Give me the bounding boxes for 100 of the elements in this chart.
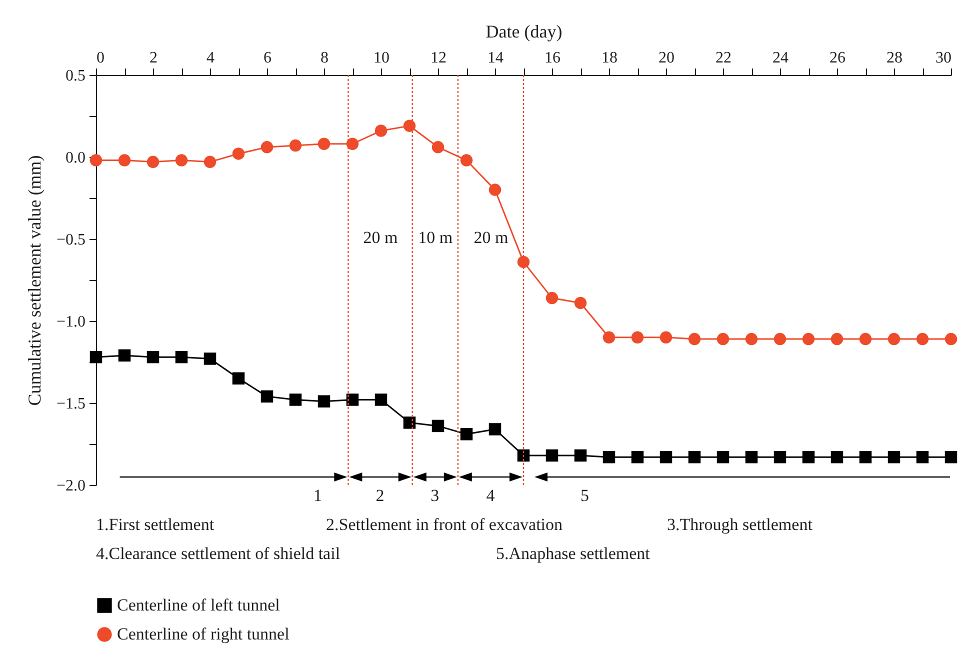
point	[260, 390, 274, 403]
point	[802, 450, 815, 464]
point	[146, 156, 160, 168]
y-tick-label: −2.0	[56, 478, 86, 494]
point	[574, 449, 587, 462]
point	[774, 450, 786, 464]
y-tick-label: 0.0	[66, 150, 86, 166]
x-tick-label: 8	[320, 50, 328, 66]
y-tick-label: 0.5	[66, 68, 86, 84]
point	[830, 332, 844, 346]
point	[774, 332, 786, 346]
annotation: 20 m	[363, 228, 398, 247]
point	[688, 332, 701, 346]
point	[602, 450, 616, 464]
point	[289, 394, 302, 406]
point	[944, 450, 958, 464]
point	[488, 423, 502, 436]
text: 2.Settlement in front of excavation	[326, 515, 563, 534]
text: 2	[376, 486, 384, 505]
x-tick-label: 18	[602, 50, 618, 66]
point	[289, 139, 302, 152]
point	[175, 154, 188, 166]
text: 1.First settlement	[96, 515, 214, 534]
point	[403, 120, 416, 132]
point	[118, 154, 131, 166]
x-tick-label: 2	[150, 50, 158, 66]
point	[90, 350, 102, 364]
legend-label: Centerline of left tunnel	[117, 596, 280, 614]
point	[716, 450, 730, 464]
x-tick-label: 10	[374, 50, 390, 66]
annotation: 10 m	[418, 228, 453, 247]
point	[517, 256, 530, 268]
x-tick-label: 22	[716, 50, 732, 66]
point	[688, 450, 701, 464]
point	[631, 450, 644, 464]
text: 4.Clearance settlement of shield tail	[96, 544, 340, 563]
x-tick-label: 16	[544, 50, 560, 66]
point	[888, 450, 900, 464]
x-tick-label: 14	[488, 50, 504, 66]
point	[260, 141, 274, 154]
x-tick-label: 24	[772, 50, 788, 66]
point	[403, 416, 416, 429]
point	[204, 352, 216, 365]
point	[346, 394, 359, 406]
point	[460, 154, 473, 166]
point	[90, 154, 102, 166]
point	[232, 148, 245, 160]
point	[944, 332, 958, 346]
x-tick-label: 20	[658, 50, 674, 66]
y-axis-title: Cumulative settlement value (mm)	[24, 155, 44, 406]
point	[916, 332, 929, 346]
point	[546, 292, 558, 304]
x-tick-label: 30	[936, 50, 952, 66]
y-tick-label: −0.5	[56, 232, 86, 248]
point	[916, 450, 929, 464]
text: 4	[486, 486, 495, 505]
point	[802, 332, 815, 346]
point	[118, 349, 131, 362]
point	[602, 331, 616, 344]
point	[745, 332, 758, 346]
text: 5	[580, 486, 589, 505]
point	[432, 420, 444, 432]
legend-label: Centerline of right tunnel	[117, 624, 290, 644]
annotation: 20 m	[474, 228, 508, 247]
point	[318, 138, 330, 150]
point	[716, 332, 730, 346]
point	[460, 428, 473, 440]
point	[631, 331, 644, 344]
point	[660, 331, 672, 344]
x-tick-label: 12	[430, 50, 446, 66]
point	[546, 449, 558, 462]
x-tick-label: 26	[830, 50, 846, 66]
point	[488, 184, 502, 196]
text: 3.Through settlement	[667, 515, 812, 534]
y-tick-label: −1.5	[56, 396, 86, 412]
point	[517, 449, 530, 462]
point	[660, 450, 672, 464]
point	[232, 372, 245, 385]
point	[346, 138, 359, 150]
x-tick-label: 28	[886, 50, 902, 66]
point	[204, 156, 216, 168]
point	[888, 332, 900, 346]
point	[830, 450, 844, 464]
point	[374, 124, 388, 137]
x-tick-label: 0	[96, 50, 104, 66]
point	[374, 394, 388, 406]
point	[574, 296, 587, 310]
text: 1	[314, 486, 322, 505]
x-axis-title: Date (day)	[486, 22, 562, 42]
point	[432, 141, 444, 154]
point	[859, 450, 872, 464]
point	[318, 395, 330, 408]
point	[146, 350, 160, 364]
point	[175, 350, 188, 364]
point	[745, 450, 758, 464]
text: 3	[430, 486, 440, 505]
point	[859, 332, 872, 346]
y-tick-label: −1.0	[56, 314, 86, 330]
x-tick-label: 6	[264, 50, 272, 66]
x-tick-label: 4	[206, 50, 214, 66]
